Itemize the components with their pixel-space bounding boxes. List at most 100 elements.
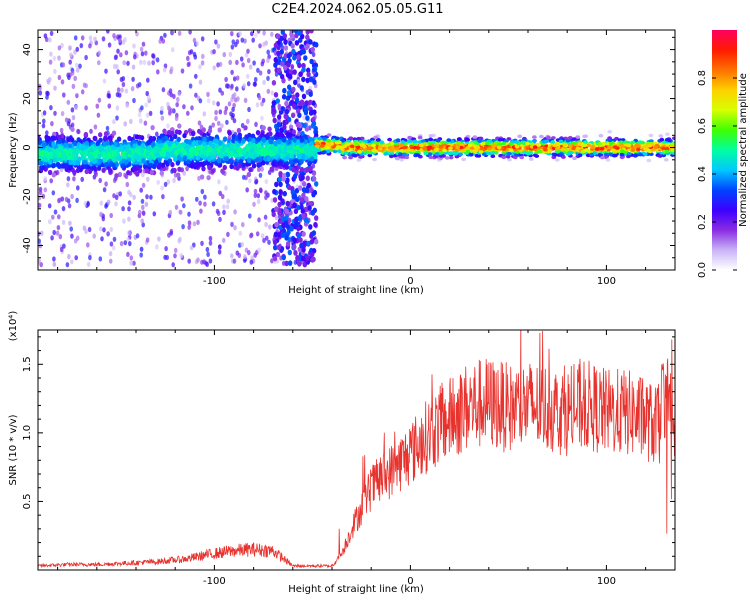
heatmap-cell <box>174 150 179 156</box>
heatmap-cell <box>73 75 77 81</box>
heatmap-cell <box>98 147 104 153</box>
y-tick-label: 40 <box>22 43 33 56</box>
heatmap-cell <box>64 117 69 123</box>
heatmap-cell <box>144 168 149 174</box>
heatmap-cell <box>235 250 240 256</box>
heatmap-cell <box>235 75 240 81</box>
heatmap-cell <box>97 60 101 66</box>
heatmap-cell <box>92 158 98 164</box>
heatmap-cell <box>501 141 506 146</box>
heatmap-cell <box>220 168 225 174</box>
heatmap-cell <box>193 140 198 146</box>
heatmap-cell <box>272 239 278 246</box>
heatmap-cell <box>186 55 190 62</box>
heatmap-cell <box>228 51 233 58</box>
heatmap-cell <box>456 137 462 141</box>
heatmap-cell <box>292 103 297 109</box>
heatmap-cell <box>112 177 117 184</box>
heatmap-cell <box>672 136 675 140</box>
heatmap-cell <box>255 231 260 237</box>
heatmap-cell <box>207 128 213 134</box>
heatmap-cell <box>263 214 268 220</box>
heatmap-cell <box>305 175 310 182</box>
heatmap-cell <box>84 168 89 175</box>
heatmap-cell <box>648 139 654 143</box>
heatmap-cell <box>261 160 266 166</box>
heatmap-cell <box>310 251 315 258</box>
heatmap-cell <box>285 171 291 178</box>
heatmap-cell <box>387 137 392 142</box>
heatmap-cell <box>96 165 102 171</box>
heatmap-cell <box>265 235 269 241</box>
heatmap-cell <box>309 156 315 162</box>
heatmap-cell <box>129 118 133 125</box>
heatmap-cell <box>251 137 256 144</box>
heatmap-cell <box>88 43 92 49</box>
heatmap-cell <box>139 246 144 252</box>
heatmap-cell <box>250 31 254 37</box>
heatmap-cell <box>170 30 175 36</box>
heatmap-cell <box>114 201 118 207</box>
heatmap-cell <box>214 39 218 45</box>
heatmap-cell <box>223 136 228 142</box>
heatmap-cell <box>630 148 636 152</box>
heatmap-cell <box>468 153 474 157</box>
heatmap-cell <box>63 142 68 148</box>
heatmap-cell <box>536 149 542 154</box>
heatmap-cell <box>292 244 297 250</box>
heatmap-cell <box>195 155 200 161</box>
heatmap-cell <box>285 200 290 207</box>
y-tick-label: 0.5 <box>22 493 33 509</box>
heatmap-cell <box>206 91 210 97</box>
heatmap-cell <box>547 149 552 153</box>
heatmap-cell <box>41 142 47 148</box>
heatmap-cell <box>264 178 269 185</box>
heatmap-cell <box>173 156 178 162</box>
heatmap-cell <box>158 38 162 44</box>
heatmap-cell <box>84 105 88 111</box>
snr-line <box>38 330 675 569</box>
heatmap-cell <box>386 143 392 147</box>
heatmap-cell <box>253 81 257 87</box>
colorbar-tick-label: 0.8 <box>697 70 708 86</box>
heatmap-cell <box>132 194 136 200</box>
heatmap-cell <box>261 97 266 103</box>
heatmap-cell <box>284 208 289 215</box>
heatmap-cell <box>106 30 110 34</box>
heatmap-cell <box>290 43 295 49</box>
heatmap-cell <box>235 59 239 65</box>
heatmap-cell <box>300 208 305 214</box>
heatmap-cell <box>306 71 311 78</box>
heatmap-cell <box>52 256 56 262</box>
heatmap-cell <box>284 235 289 241</box>
heatmap-cell <box>283 65 288 71</box>
heatmap-cell <box>284 100 289 107</box>
heatmap-cell <box>242 83 246 89</box>
heatmap-cell <box>285 131 291 137</box>
heatmap-cell <box>300 33 305 40</box>
heatmap-cell <box>357 149 362 154</box>
heatmap-cell <box>201 141 207 147</box>
heatmap-cell <box>624 143 630 147</box>
heatmap-cell <box>155 131 159 137</box>
heatmap-cell <box>57 45 62 51</box>
heatmap-cell <box>237 163 242 169</box>
heatmap-cell <box>66 155 72 161</box>
heatmap-cell <box>248 178 252 184</box>
heatmap-cell <box>48 59 53 65</box>
heatmap-cell <box>88 35 93 41</box>
heatmap-cell <box>273 149 278 155</box>
heatmap-cell <box>94 171 98 177</box>
heatmap-cell <box>66 121 71 127</box>
heatmap-cell <box>433 148 439 152</box>
heatmap-cell <box>284 178 290 185</box>
heatmap-cell <box>297 62 302 69</box>
heatmap-cell <box>266 75 270 81</box>
heatmap-cell <box>379 140 384 144</box>
heatmap-cell <box>116 48 120 54</box>
heatmap-cell <box>92 135 98 141</box>
heatmap-cell <box>116 34 120 40</box>
heatmap-cell <box>203 150 208 156</box>
heatmap-cell <box>306 240 311 247</box>
